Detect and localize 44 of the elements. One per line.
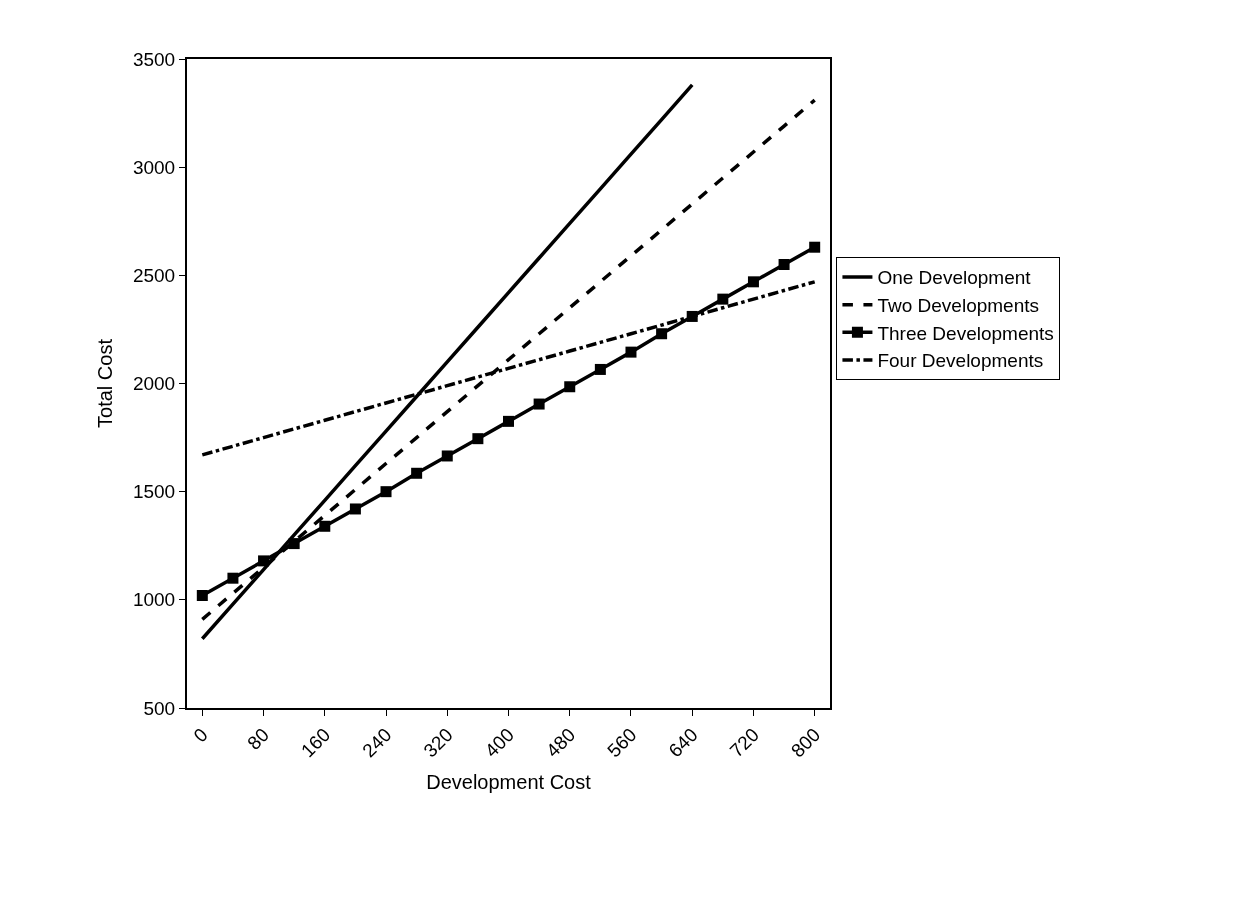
x-tick-label: 640 [664,724,702,762]
x-tick-label: 320 [419,724,457,762]
point [656,328,668,340]
legend-label: Two Developments [877,295,1040,317]
point [747,276,759,288]
point [319,520,331,532]
point [288,538,300,550]
legend-label: Three Developments [877,322,1054,344]
y-tick-label: 3000 [132,156,176,178]
point [472,433,484,445]
y-tick-label: 500 [143,697,176,719]
point [809,241,821,253]
x-tick-label: 0 [189,724,212,747]
point [258,555,270,567]
point [349,503,361,515]
point [778,259,790,271]
legend-label: Four Developments [877,350,1044,372]
x-tick-label: 80 [243,724,274,754]
x-tick-label: 800 [786,724,825,762]
point [411,467,423,479]
y-axis-title: Total Cost [93,338,116,428]
point [564,381,576,393]
x-tick-label: 240 [358,724,396,762]
point [196,590,208,602]
y-tick-label: 2000 [132,373,176,395]
point [533,398,545,410]
y-tick-label: 1500 [132,481,176,503]
point [594,363,606,375]
point [625,346,637,358]
y-tick-label: 2500 [132,264,176,286]
x-tick-label: 720 [725,724,763,762]
point [227,572,239,584]
point [441,450,453,462]
y-tick-label: 3500 [132,48,176,70]
y-tick-label: 1000 [132,589,176,611]
x-tick-label: 560 [603,724,641,762]
legend-label: One Development [877,267,1032,289]
x-axis-title: Development Cost [426,771,592,794]
point [380,486,392,498]
point [717,293,729,305]
x-tick-label: 160 [297,724,335,762]
x-tick-label: 400 [480,724,519,762]
point [503,415,514,427]
x-tick-label: 480 [542,724,580,762]
